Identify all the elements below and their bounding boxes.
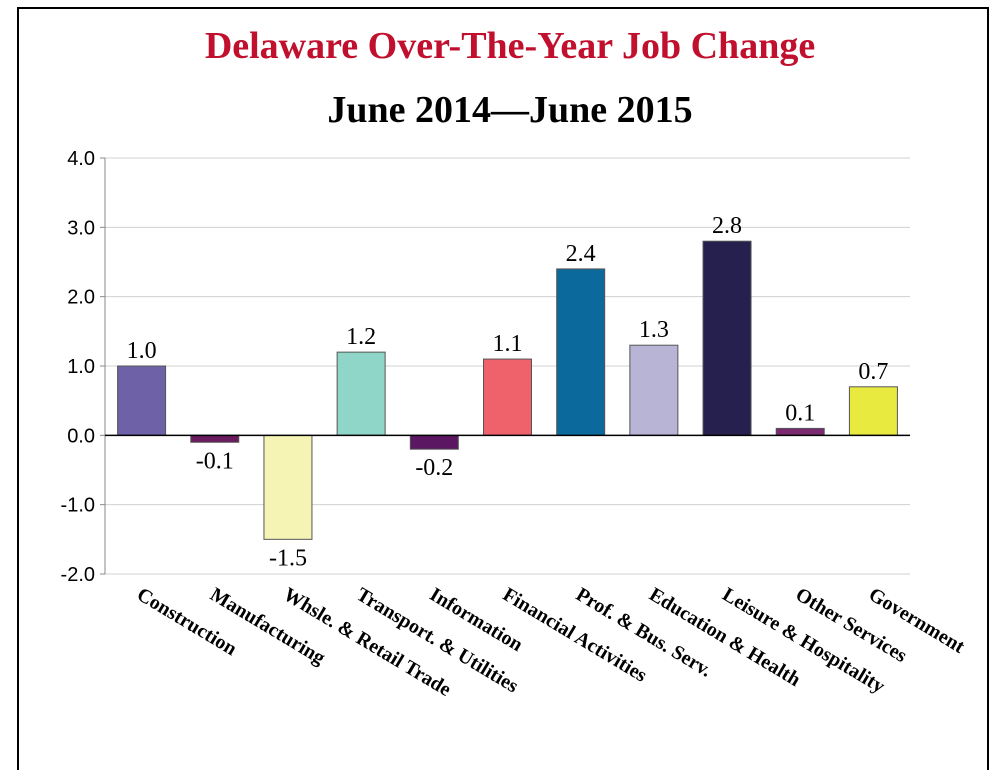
chart-subtitle: June 2014—June 2015 [327, 89, 692, 131]
y-tick-label: 3.0 [67, 217, 95, 239]
y-tick-label: 0.0 [67, 425, 95, 447]
chart-title: Delaware Over-The-Year Job Change [205, 25, 815, 67]
bar [629, 344, 679, 436]
bar [483, 358, 532, 436]
value-label: 1.1 [493, 331, 523, 357]
value-label: 2.8 [712, 213, 742, 239]
y-tick-label: 4.0 [67, 148, 95, 170]
y-tick-label: 1.0 [67, 356, 95, 378]
value-label: 1.0 [127, 338, 157, 364]
bar [190, 434, 240, 443]
frame [17, 7, 989, 770]
y-tick-label: -2.0 [61, 564, 95, 586]
value-label: 2.4 [566, 241, 596, 267]
value-label: -1.5 [269, 545, 307, 571]
bar [409, 434, 459, 450]
y-tick-label: 2.0 [67, 287, 95, 309]
value-label: -0.2 [415, 455, 453, 481]
bar [702, 240, 752, 436]
value-label: 1.2 [346, 324, 376, 350]
value-label: 1.3 [639, 317, 669, 343]
value-label: 0.1 [785, 400, 815, 426]
bar [117, 365, 167, 436]
bar [336, 351, 386, 436]
bar [775, 427, 825, 436]
bar [556, 268, 606, 436]
y-tick-label: -1.0 [61, 495, 95, 517]
bar [848, 386, 898, 436]
bar [263, 434, 313, 540]
value-label: 0.7 [858, 359, 888, 385]
value-label: -0.1 [196, 448, 234, 474]
